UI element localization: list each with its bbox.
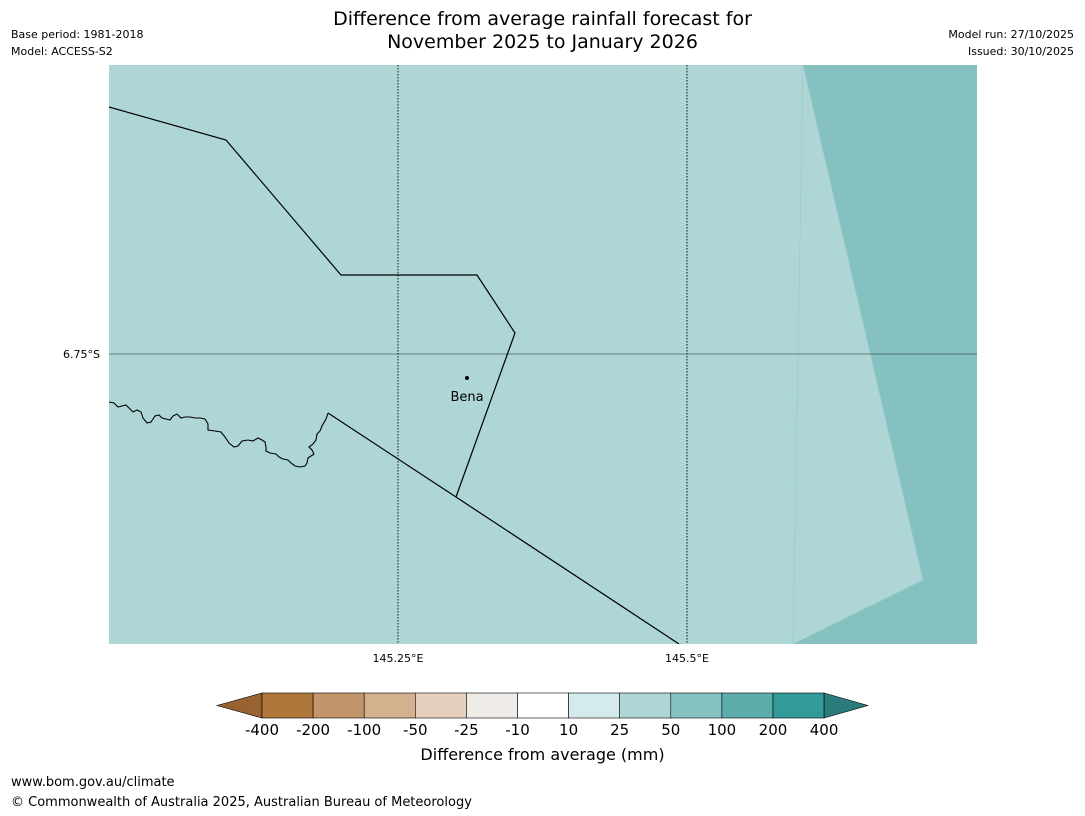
colorbar-tick-label: 25: [610, 721, 629, 739]
colorbar-swatch: [568, 692, 620, 719]
colorbar-tick-label: 100: [708, 721, 737, 739]
colorbar-swatch: [517, 692, 569, 719]
title-line-1: Difference from average rainfall forecas…: [333, 8, 752, 30]
page-title: Difference from average rainfall forecas…: [0, 8, 1085, 54]
colorbar-title: Difference from average (mm): [420, 745, 665, 764]
colorbar-swatch: [721, 692, 774, 719]
colorbar-swatch: [261, 692, 314, 719]
colorbar-tick-label: -10: [505, 721, 530, 739]
lat-label: 6.75°S: [63, 348, 100, 361]
colorbar-extend-low: [215, 692, 263, 719]
town-marker-bena: [465, 376, 469, 380]
colorbar-tick-label: 10: [559, 721, 578, 739]
colorbar-tick-label: 50: [661, 721, 680, 739]
coastline: [109, 401, 329, 468]
map[interactable]: Bena 6.75°S 145.25°E 145.5°E: [0, 0, 1085, 680]
colorbar: -400 -200 -100 -50 -25 -10 10 25 50 100 200 400: [215, 692, 870, 739]
lon-label-145-25: 145.25°E: [373, 652, 424, 665]
issued-text: Issued: 30/10/2025: [967, 45, 1074, 58]
lon-label-145-5: 145.5°E: [665, 652, 709, 665]
colorbar-swatch: [363, 692, 416, 719]
footer-url[interactable]: www.bom.gov.au/climate: [11, 775, 175, 790]
province-boundary-south: [327, 412, 680, 644]
map-layers: Bena: [109, 65, 977, 644]
colorbar-tick-label: -25: [454, 721, 479, 739]
model-run-text: Model run: 27/10/2025: [948, 28, 1074, 41]
colorbar-extend-high: [823, 692, 870, 719]
colorbar-swatch: [466, 692, 518, 719]
colorbar-swatch: [670, 692, 723, 719]
colorbar-swatch: [312, 692, 365, 719]
footer-copyright: © Commonwealth of Australia 2025, Austra…: [11, 795, 472, 810]
meta-right: Model run: 27/10/2025 Issued: 30/10/2025: [948, 26, 1074, 60]
colorbar-tick-label: -50: [403, 721, 428, 739]
colorbar-swatch: [619, 692, 672, 719]
colorbar-tick-label: 200: [759, 721, 788, 739]
province-boundary: [109, 106, 516, 498]
colorbar-tick-label: 400: [810, 721, 839, 739]
forecast-area-25-50: [793, 65, 977, 644]
town-label-bena: Bena: [450, 390, 483, 405]
base-period-text: Base period: 1981-2018: [11, 28, 144, 41]
colorbar-tick-label: -200: [296, 721, 330, 739]
forecast-contour: [792, 65, 924, 644]
colorbar-swatch: [772, 692, 825, 719]
title-line-2: November 2025 to January 2026: [387, 31, 698, 53]
colorbar-tick-label: -100: [347, 721, 381, 739]
colorbar-tick-label: -400: [245, 721, 279, 739]
model-text: Model: ACCESS-S2: [11, 45, 113, 58]
colorbar-swatch: [414, 692, 467, 719]
meta-left: Base period: 1981-2018 Model: ACCESS-S2: [11, 26, 143, 60]
